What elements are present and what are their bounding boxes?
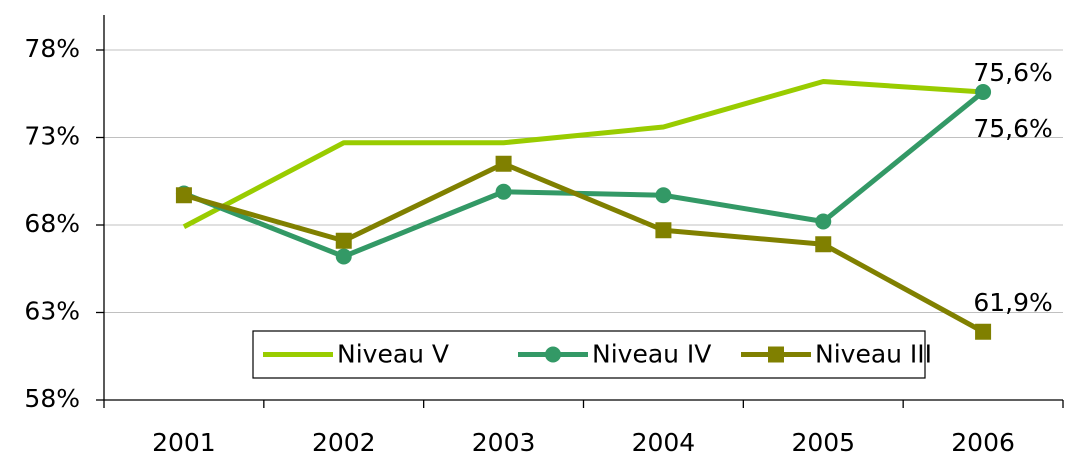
legend: Niveau V Niveau IV Niveau III [252, 330, 932, 379]
data-point [975, 323, 992, 340]
y-tick-label: 73% [24, 122, 80, 151]
y-tick-label: 58% [24, 384, 80, 413]
legend-label: Niveau III [815, 340, 932, 369]
series-line [183, 161, 985, 334]
x-tick-label: 2001 [152, 428, 216, 457]
data-label: 61,9% [973, 288, 1052, 317]
data-point [815, 213, 832, 230]
data-point [975, 84, 992, 100]
y-tick-label: 63% [24, 297, 80, 326]
x-tick-label: 2005 [791, 428, 855, 457]
x-tick-label: 2003 [472, 428, 536, 457]
y-tick-label: 78% [24, 34, 80, 63]
data-point [175, 187, 192, 204]
legend-label: Niveau V [337, 340, 449, 369]
legend-marker [545, 346, 561, 363]
y-tick-label: 68% [24, 209, 80, 238]
data-point [815, 236, 832, 253]
legend-marker [768, 346, 784, 363]
data-point [335, 232, 352, 249]
legend-box [252, 330, 926, 379]
data-point [495, 155, 512, 172]
series-line [182, 90, 985, 259]
x-tick-label: 2006 [951, 428, 1015, 457]
data-label: 75,6% [973, 114, 1052, 143]
data-label: 75,6% [973, 58, 1052, 87]
data-point [495, 183, 512, 200]
data-point [655, 187, 672, 204]
data-point [655, 222, 672, 239]
x-tick-label: 2004 [632, 428, 696, 457]
series-line [182, 79, 984, 229]
data-point [335, 248, 352, 265]
legend-label: Niveau IV [592, 340, 711, 369]
x-tick-label: 2002 [312, 428, 376, 457]
